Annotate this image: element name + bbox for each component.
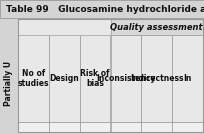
Text: No of
studies: No of studies xyxy=(18,69,49,88)
Text: Inconsistency: Inconsistency xyxy=(96,74,156,83)
Bar xyxy=(18,19,203,132)
Bar xyxy=(141,122,172,132)
Text: Partially U: Partially U xyxy=(4,61,13,106)
Bar xyxy=(172,35,203,122)
Bar xyxy=(141,35,172,122)
Bar xyxy=(18,122,49,132)
Bar xyxy=(49,35,80,122)
Text: In: In xyxy=(183,74,192,83)
Text: Design: Design xyxy=(49,74,79,83)
Bar xyxy=(0,0,204,18)
Text: Table 99   Glucosamine hydrochloride and sulfate ver: Table 99 Glucosamine hydrochloride and s… xyxy=(6,5,204,14)
Bar xyxy=(111,19,203,35)
Text: Indirectness: Indirectness xyxy=(130,74,184,83)
Bar xyxy=(172,122,203,132)
Bar xyxy=(80,122,111,132)
Bar xyxy=(49,122,80,132)
Bar xyxy=(18,35,49,122)
Bar xyxy=(111,35,141,122)
Text: Quality assessment: Quality assessment xyxy=(111,23,203,31)
Text: Risk of
bias: Risk of bias xyxy=(80,69,110,88)
Bar xyxy=(80,35,111,122)
Bar xyxy=(111,122,141,132)
Bar xyxy=(18,19,203,132)
